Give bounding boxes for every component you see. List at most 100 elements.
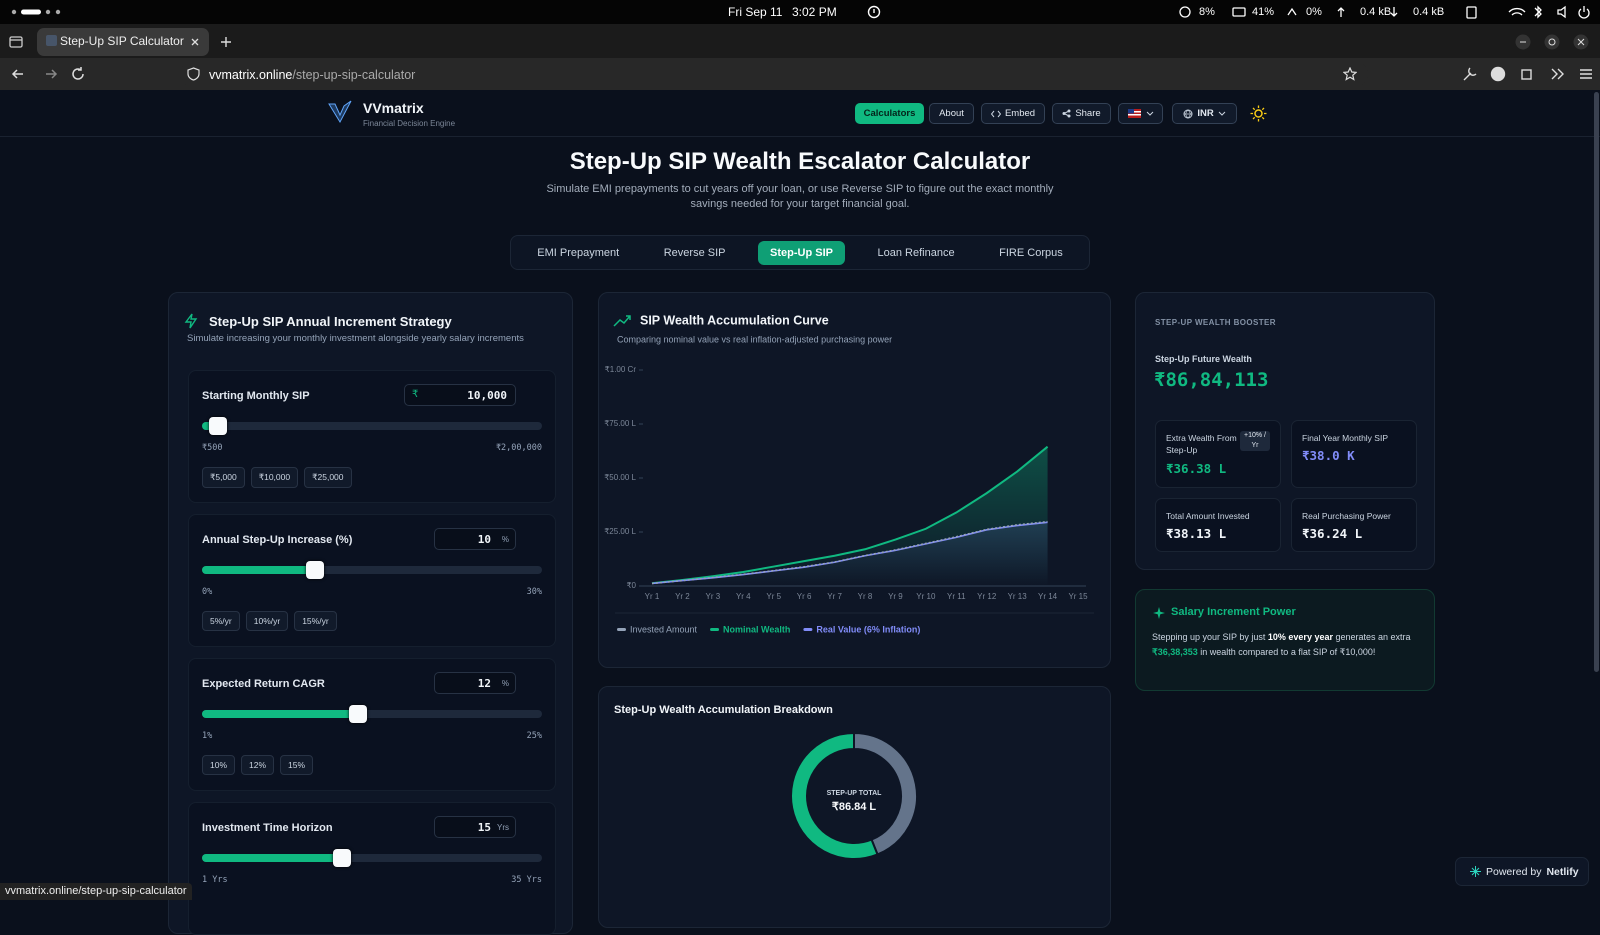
chart-subtitle: Comparing nominal value vs real inflatio… [617,334,892,344]
legend-swatch [803,628,813,631]
os-battery: 41% [1252,6,1275,18]
input-box[interactable]: ₹10,000 [404,384,516,406]
nav-button[interactable]: Share [1052,103,1111,124]
brand-name[interactable]: VVmatrix [363,100,424,116]
input-box[interactable]: 15 Yrs [434,816,516,838]
slider-track[interactable] [202,566,542,574]
slider-track[interactable] [202,710,542,718]
x-tick-label: Yr 5 [766,592,781,601]
x-tick-label: Yr 7 [827,592,842,601]
active-tab[interactable] [37,28,209,56]
slider-max: 30% [526,587,542,597]
bookmark-star[interactable] [1343,67,1357,81]
site-info-icon[interactable] [187,67,200,81]
donut-chart: Step-Up Wealth Accumulation Breakdown STE… [614,704,918,860]
tab[interactable]: FIRE Corpus [999,246,1063,259]
input-section: Expected Return CAGR 12% 1% 25% 10% 12% 15% [188,658,556,791]
slider-track[interactable] [202,854,542,862]
slider-thumb[interactable] [348,705,367,723]
y-tick-label: ₹50.00 L [604,473,636,482]
sparkle-icon [1153,607,1165,619]
preset-row: ₹5,000 ₹10,000 ₹25,000 [202,467,352,488]
chart-title: SIP Wealth Accumulation Curve [640,313,829,327]
y-tick-label: ₹25.00 L [604,527,636,536]
hero-subtitle: Simulate EMI prepayments to cut years of… [546,183,1054,210]
legend-swatch [617,628,626,631]
theme-toggle[interactable] [1250,105,1267,122]
booster-card: STEP-UP WEALTH BOOSTER Step-Up Future We… [1135,292,1435,570]
tab[interactable]: EMI Prepayment [537,246,620,259]
stat-box: Real Purchasing Power ₹36.24 L [1291,498,1417,552]
brand-logo[interactable] [326,98,354,126]
slider-track[interactable] [202,422,542,430]
preset-chip[interactable]: ₹5,000 [202,467,245,488]
legend-label[interactable]: Invested Amount [630,624,698,634]
provider: Netlify [1546,865,1579,878]
stat-box: Total Amount Invested ₹38.13 L [1155,498,1281,552]
status-url: vvmatrix.online/step-up-sip-calculator [0,883,192,900]
series-line [651,521,1048,585]
preset-row: 10% 12% 15% [202,755,314,775]
salary-card: Salary Increment Power Stepping up your … [1135,589,1435,691]
input-label: Annual Step-Up Increase (%) [202,534,353,546]
preset-chip[interactable]: 12% [241,755,275,775]
language-select[interactable] [1118,103,1163,124]
new-tab[interactable] [220,36,232,48]
stat-label: Total Amount Invested [1166,511,1250,521]
site-header [0,90,1600,137]
tab-close[interactable] [190,37,200,47]
preset-chip[interactable]: 5%/yr [202,611,240,631]
preset-chip[interactable]: ₹25,000 [304,467,352,488]
preset-chip[interactable]: 10% [202,755,236,775]
preset-chip[interactable]: 15%/yr [294,611,337,631]
url-text: vvmatrix.online/step-up-sip-calculator [209,68,415,82]
legend-swatch [710,628,720,631]
input-section: Starting Monthly SIP ₹10,000 ₹500 ₹2,00,000… [188,370,556,503]
slider-min: ₹500 [202,443,223,453]
currency-select[interactable]: INR [1172,103,1237,124]
x-tick-label: Yr 9 [888,592,903,601]
slider-max: 35 Yrs [511,875,542,885]
tab[interactable]: Loan Refinance [877,246,955,259]
stat-badge: +10% / Yr [1240,431,1270,451]
input-value: 15 [477,821,491,834]
nav-button[interactable]: Calculators [855,103,924,124]
tab[interactable]: Step-Up SIP [758,240,845,265]
x-tick-label: Yr 1 [645,592,660,601]
slider-thumb[interactable] [333,849,351,867]
window-controls[interactable] [1515,34,1595,50]
tab-list-icon[interactable] [9,35,23,48]
slider-thumb[interactable] [209,417,228,435]
input-label: Expected Return CAGR [202,678,325,690]
x-tick-label: Yr 10 [916,592,936,601]
input-unit: % [501,679,509,688]
url-path: /step-up-sip-calculator [292,68,416,82]
preset-chip[interactable]: 15% [280,755,314,775]
nav-arrows[interactable] [10,66,85,82]
nav-button[interactable]: About [929,103,974,124]
toolbar-icons[interactable] [1462,66,1592,82]
preset-chip[interactable]: ₹10,000 [250,467,299,488]
input-label: Starting Monthly SIP [202,390,310,402]
input-box[interactable]: 10% [434,528,516,550]
bolt-icon [184,313,198,329]
input-section: Investment Time Horizon 15 Yrs 1 Yrs 35 Yrs [188,802,556,935]
slider-min: 1% [202,731,213,741]
netlify-icon [1470,866,1481,877]
booster-heading: STEP-UP WEALTH BOOSTER [1155,318,1276,327]
input-box[interactable]: 12% [434,672,516,694]
slider-thumb[interactable] [306,561,325,579]
legend-label[interactable]: Nominal Wealth [723,624,790,634]
url-field[interactable] [180,61,1368,87]
scrollbar-thumb[interactable] [1594,92,1599,672]
input-section: Annual Step-Up Increase (%) 10% 0% 30% 5%/yr… [188,514,556,647]
preset-chip[interactable]: 10%/yr [245,611,289,631]
os-time: 3:02 PM [792,5,837,19]
input-value: 12 [477,677,491,690]
legend-label[interactable]: Real Value (6% Inflation) [816,624,920,634]
netlify-badge[interactable]: Powered by Netlify [1455,857,1589,886]
nav-button[interactable]: Embed [981,103,1045,124]
tab[interactable]: Reverse SIP [663,246,726,259]
slider-fill [202,566,316,574]
input-prefix: ₹ [412,389,419,400]
